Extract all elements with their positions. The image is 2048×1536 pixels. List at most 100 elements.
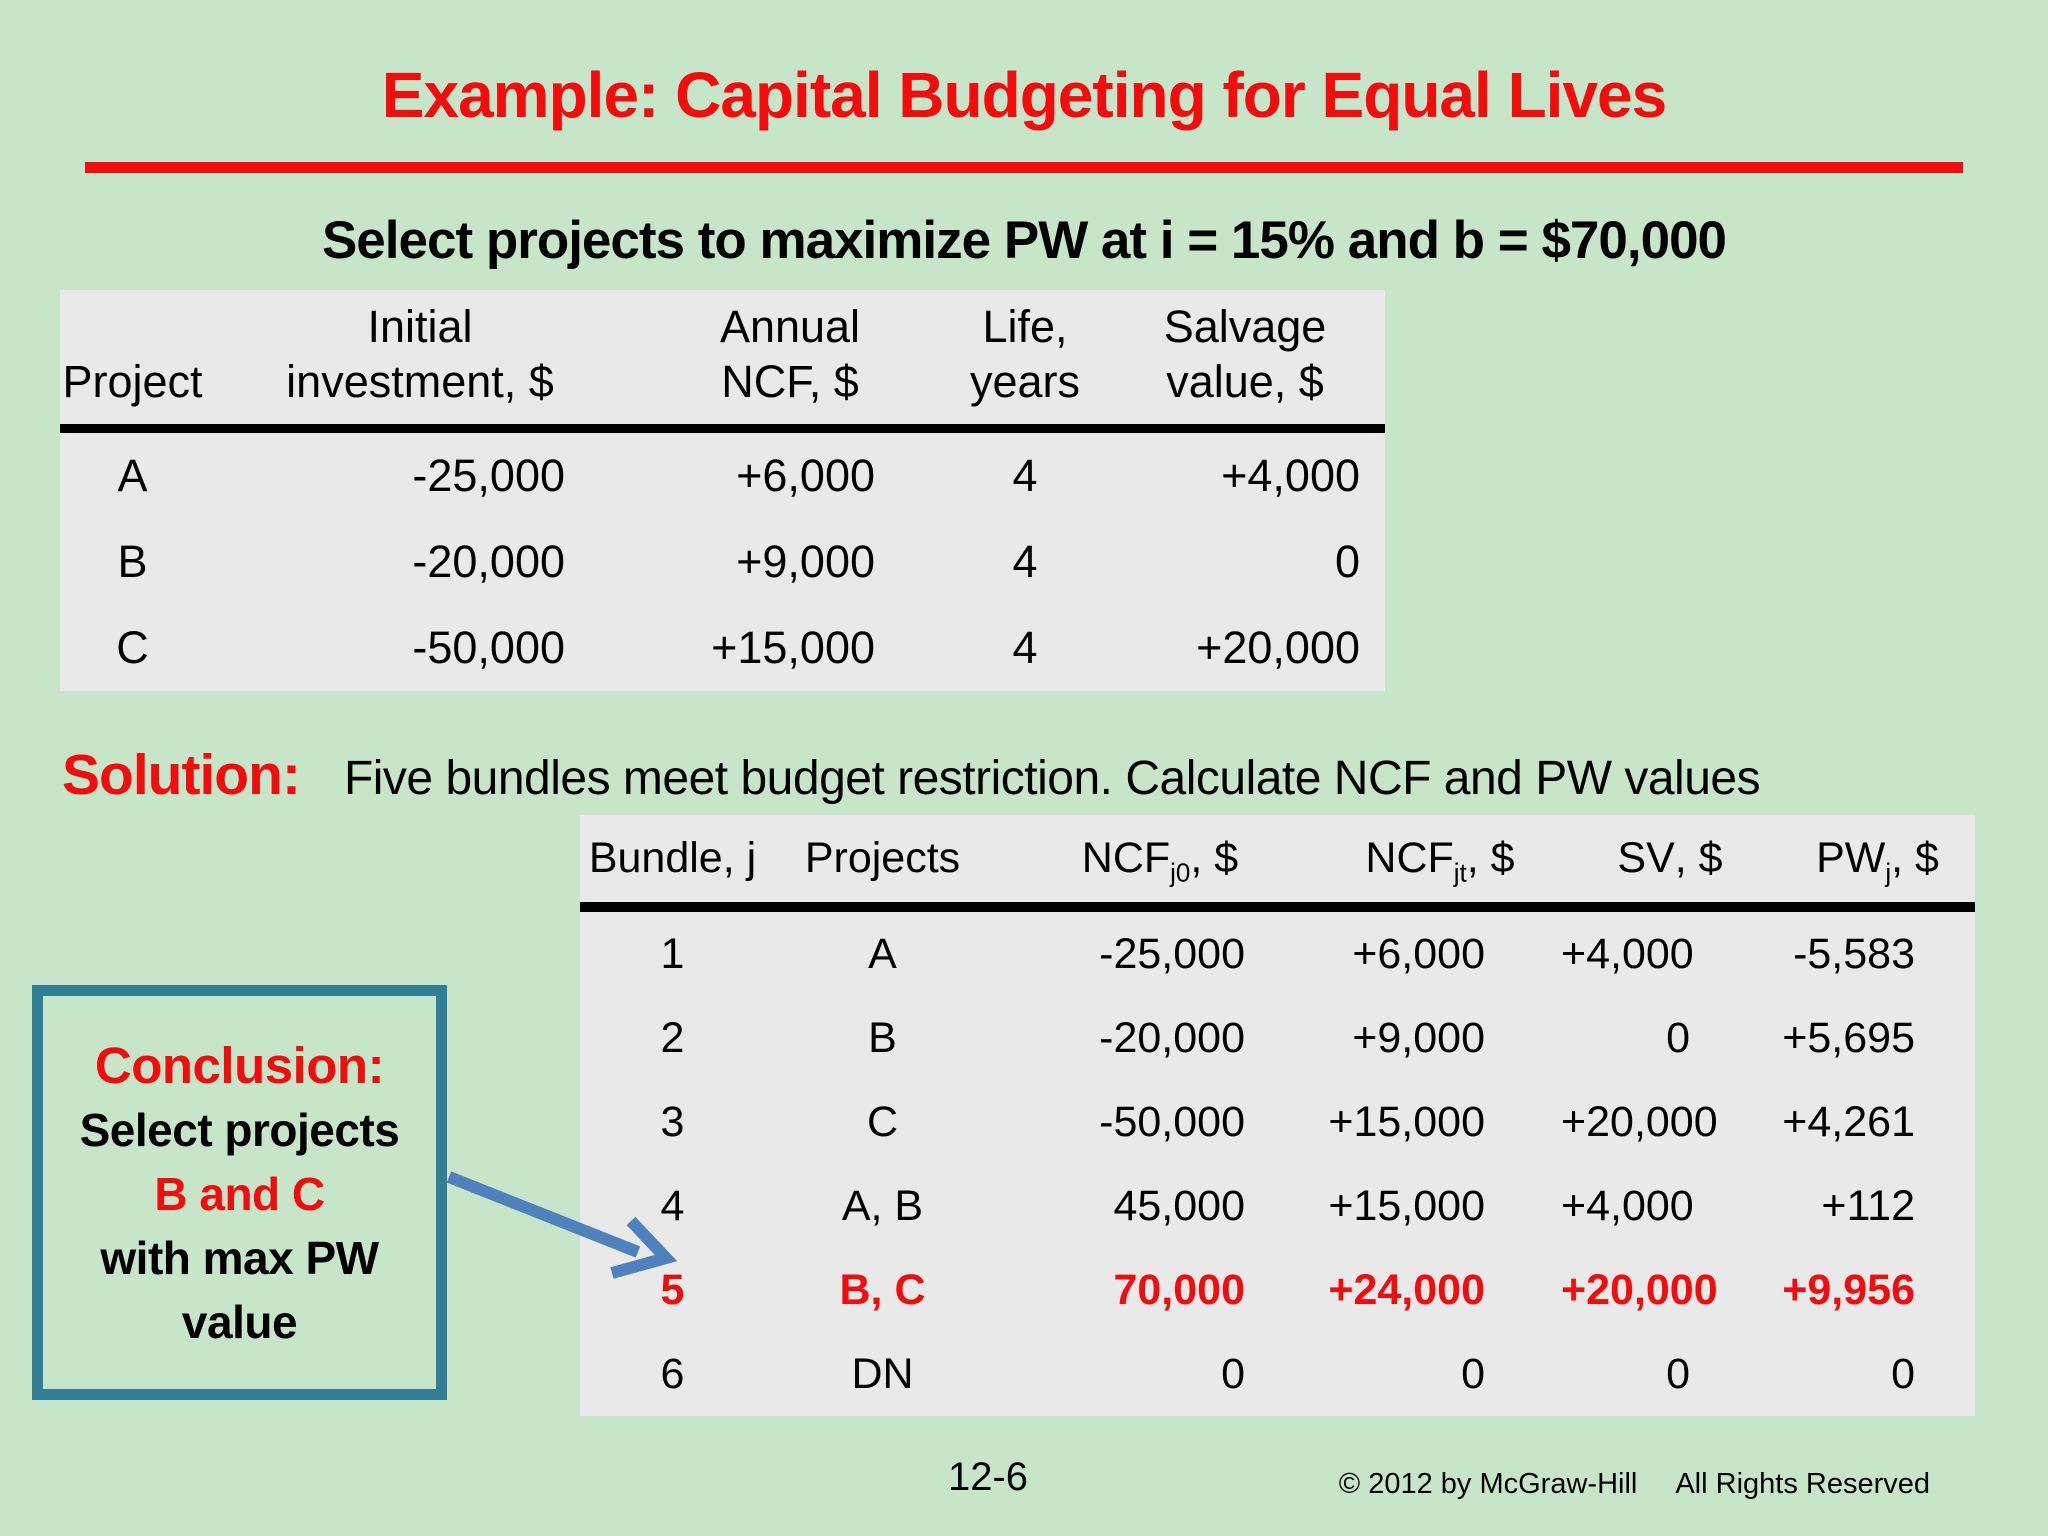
- cell-ncf-j0: 0: [1221, 1349, 1245, 1398]
- column-header-sv: SV, $: [1560, 815, 1780, 912]
- cell-projects: A: [868, 929, 897, 978]
- column-header-projects: Projects: [765, 815, 1000, 912]
- column-header-ncf-j0: NCFj0, $: [1000, 815, 1320, 912]
- cell-pw: -5,583: [1793, 929, 1915, 978]
- cell-ncf-j0: 45,000: [1113, 1181, 1245, 1230]
- copyright-notice: © 2012 by McGraw-Hill All Rights Reserved: [1339, 1468, 1930, 1501]
- header-suffix: , $: [1674, 834, 1723, 882]
- conclusion-line: value: [181, 1296, 298, 1348]
- header-text: SV: [1617, 834, 1675, 882]
- cell-project: C: [116, 621, 149, 673]
- solution-label: Solution:: [62, 743, 301, 807]
- column-header-bundle: Bundle, j: [580, 815, 765, 912]
- header-suffix: , $: [1466, 834, 1515, 882]
- conclusion-heading: Conclusion:: [94, 1037, 385, 1094]
- cell-ncf-j0: 70,000: [1113, 1265, 1245, 1314]
- cell-life: 4: [1012, 449, 1038, 501]
- table-row: 1 A -25,000 +6,000 +4,000 -5,583: [580, 907, 1975, 996]
- cell-pw: +4,261: [1782, 1097, 1915, 1146]
- column-header-annual-ncf: Annual NCF, $: [635, 290, 945, 433]
- page-number: 12-6: [947, 1455, 1029, 1499]
- cell-sv: 0: [1666, 1013, 1690, 1062]
- column-header-life-years: Life, years: [945, 290, 1105, 433]
- cell-ncf-jt: +24,000: [1328, 1265, 1485, 1314]
- conclusion-line: with max PW: [100, 1232, 379, 1284]
- cell-sv: +4,000: [1561, 929, 1694, 978]
- cell-bundle: 6: [660, 1349, 685, 1398]
- cell-ncf-jt: 0: [1461, 1349, 1485, 1398]
- header-line: Salvage: [1163, 300, 1327, 352]
- solution-text: Five bundles meet budget restriction. Ca…: [343, 752, 1761, 805]
- cell-salvage: +20,000: [1196, 621, 1360, 673]
- column-header-pw: PWj, $: [1780, 815, 1975, 912]
- cell-pw: +9,956: [1782, 1265, 1915, 1314]
- cell-salvage: 0: [1334, 535, 1360, 587]
- cell-initial-investment: -25,000: [412, 449, 565, 501]
- cell-salvage: +4,000: [1221, 449, 1360, 501]
- header-line: years: [969, 355, 1081, 407]
- column-header-initial-investment: Initial investment, $: [205, 290, 635, 433]
- cell-projects: C: [866, 1097, 899, 1146]
- column-header-project: Project: [60, 290, 205, 433]
- cell-annual-ncf: +6,000: [736, 449, 875, 501]
- header-subscript: j0: [1170, 857, 1191, 888]
- bundles-table: Bundle, j Projects NCFj0, $ NCFjt, $ SV,…: [580, 815, 1975, 1416]
- header-line: Project: [62, 355, 203, 407]
- cell-sv: 0: [1666, 1349, 1690, 1398]
- solution-line: Solution: Five bundles meet budget restri…: [62, 742, 1761, 808]
- column-header-salvage-value: Salvage value, $: [1105, 290, 1385, 433]
- projects-table-header-row: Project Initial investment, $ Annual NCF…: [60, 290, 1385, 433]
- table-row: 3 C -50,000 +15,000 +20,000 +4,261: [580, 1080, 1975, 1164]
- slide-title: Example: Capital Budgeting for Equal Liv…: [381, 59, 1667, 131]
- cell-annual-ncf: +9,000: [736, 535, 875, 587]
- cell-ncf-jt: +9,000: [1352, 1013, 1485, 1062]
- cell-ncf-jt: +15,000: [1328, 1181, 1485, 1230]
- table-row: 2 B -20,000 +9,000 0 +5,695: [580, 996, 1975, 1080]
- header-text: NCF: [1365, 834, 1454, 882]
- header-suffix: , $: [1891, 834, 1939, 882]
- copyright-text: © 2012 by McGraw-Hill: [1338, 1468, 1638, 1500]
- cell-projects: A, B: [841, 1181, 924, 1230]
- header-line: Initial: [367, 300, 473, 352]
- cell-project: A: [117, 449, 148, 501]
- header-suffix: , $: [1190, 834, 1239, 882]
- bundles-table-header-row: Bundle, j Projects NCFj0, $ NCFjt, $ SV,…: [580, 815, 1975, 912]
- conclusion-line-highlight: B and C: [154, 1168, 325, 1220]
- cell-ncf-j0: -50,000: [1099, 1097, 1245, 1146]
- cell-sv: +20,000: [1561, 1265, 1718, 1314]
- cell-pw: 0: [1891, 1349, 1915, 1398]
- conclusion-box: Conclusion: Select projects B and C with…: [32, 985, 447, 1400]
- cell-sv: +4,000: [1561, 1181, 1694, 1230]
- header-text: NCF: [1081, 834, 1171, 882]
- cell-projects: B: [868, 1013, 897, 1062]
- header-text: PW: [1816, 834, 1886, 882]
- table-row: A -25,000 +6,000 4 +4,000: [60, 428, 1385, 519]
- header-line: investment, $: [286, 355, 554, 407]
- cell-bundle: 1: [660, 929, 685, 978]
- projects-table: Project Initial investment, $ Annual NCF…: [60, 290, 1385, 691]
- header-text: Bundle, j: [588, 834, 757, 882]
- header-line: NCF, $: [721, 355, 859, 407]
- cell-life: 4: [1012, 535, 1038, 587]
- conclusion-line: Select projects: [79, 1104, 400, 1156]
- rights-text: All Rights Reserved: [1675, 1468, 1930, 1500]
- table-row: B -20,000 +9,000 4 0: [60, 519, 1385, 605]
- column-header-ncf-jt: NCFjt, $: [1320, 815, 1560, 912]
- header-subscript: j: [1885, 857, 1892, 888]
- cell-ncf-j0: -20,000: [1099, 1013, 1245, 1062]
- cell-project: B: [117, 535, 148, 587]
- cell-ncf-j0: -25,000: [1099, 929, 1245, 978]
- table-row: 4 A, B 45,000 +15,000 +4,000 +112: [580, 1164, 1975, 1248]
- header-text: Projects: [804, 834, 961, 882]
- header-line: Annual: [719, 300, 861, 352]
- cell-annual-ncf: +15,000: [711, 621, 875, 673]
- header-subscript: jt: [1453, 857, 1467, 888]
- cell-initial-investment: -20,000: [412, 535, 565, 587]
- header-line: Life,: [982, 300, 1068, 352]
- table-row: C -50,000 +15,000 4 +20,000: [60, 605, 1385, 691]
- cell-sv: +20,000: [1561, 1097, 1718, 1146]
- cell-ncf-jt: +15,000: [1328, 1097, 1485, 1146]
- cell-ncf-jt: +6,000: [1352, 929, 1485, 978]
- table-row: 6 DN 0 0 0 0: [580, 1332, 1975, 1416]
